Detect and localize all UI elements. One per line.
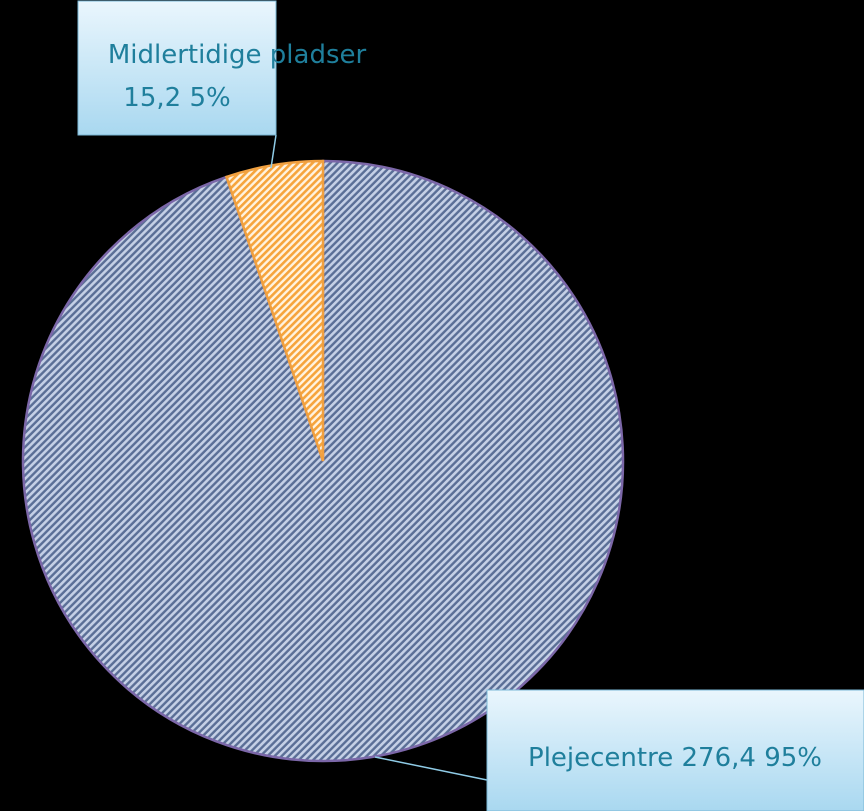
label-value: 15,2 bbox=[123, 83, 181, 113]
label-name: Plejecentre bbox=[528, 743, 673, 773]
label-name: Midlertidige pladser bbox=[108, 40, 367, 70]
label-text: 15,2 5% bbox=[123, 83, 230, 113]
label-text: Midlertidige pladser bbox=[108, 40, 367, 70]
data-label: Midlertidige pladser 15,2 5% bbox=[77, 0, 367, 136]
label-box bbox=[486, 689, 864, 811]
label-value: 276,4 bbox=[681, 743, 755, 773]
label-text: Plejecentre 276,4 95% bbox=[528, 743, 822, 773]
data-label: Plejecentre 276,4 95% bbox=[486, 689, 864, 811]
label-percent: 5% bbox=[189, 83, 230, 113]
label-box bbox=[77, 0, 277, 136]
leader-line bbox=[374, 756, 488, 781]
pie-slice bbox=[224, 159, 325, 462]
leader-line bbox=[270, 134, 277, 169]
label-percent: 95% bbox=[764, 743, 822, 773]
pie bbox=[21, 159, 625, 763]
